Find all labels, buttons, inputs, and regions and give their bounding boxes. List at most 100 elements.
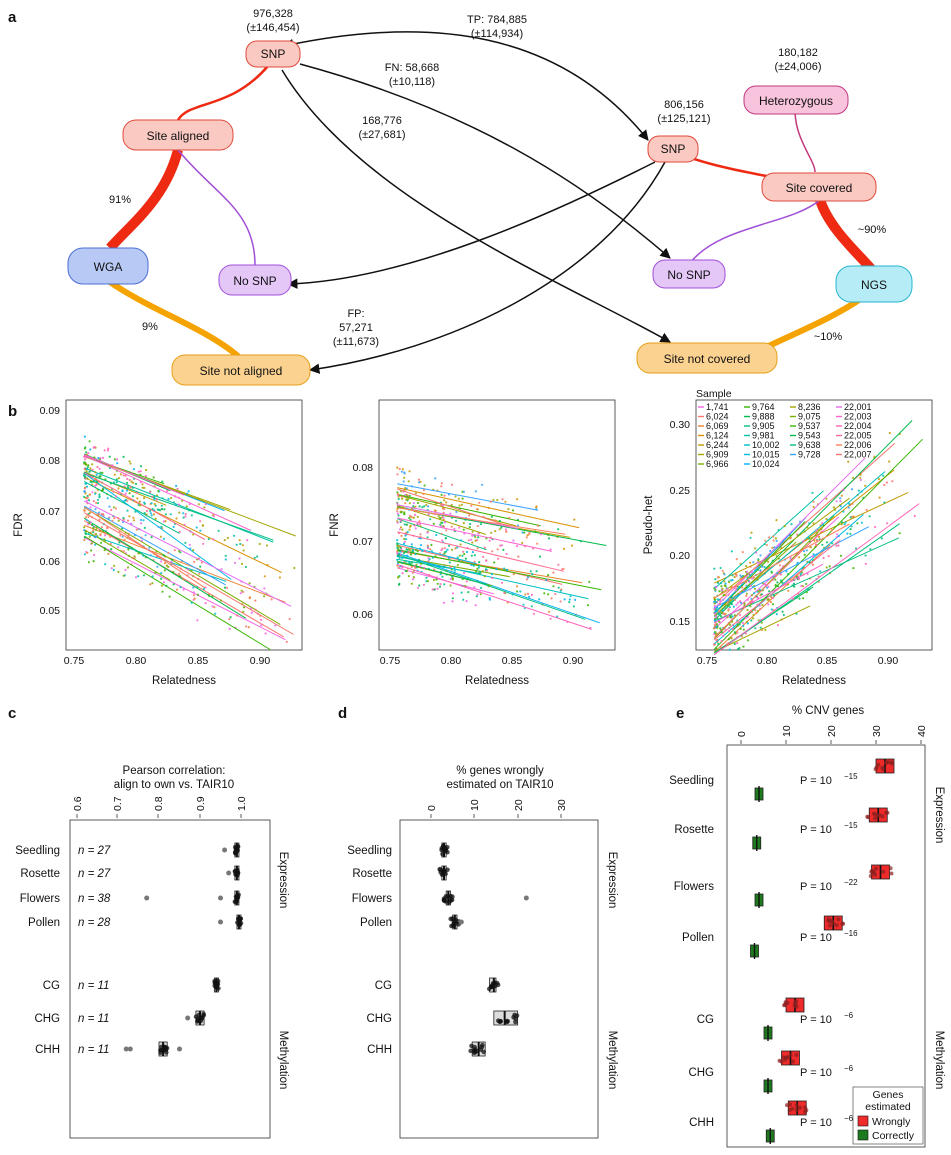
b-point (408, 470, 411, 473)
node-no-snp-left: No SNP (218, 264, 292, 296)
b-point (507, 508, 510, 511)
c-point (195, 1019, 200, 1024)
e-row-label: Seedling (669, 775, 714, 787)
c-point (201, 1011, 206, 1017)
b-point (886, 522, 889, 525)
b-point (741, 621, 745, 625)
b-point (805, 582, 808, 586)
b-fit-line (83, 505, 227, 586)
b2-ytick: 0.08 (353, 462, 374, 474)
b-point (498, 528, 501, 531)
b-point (401, 528, 404, 531)
b-point (160, 577, 163, 580)
b-point (400, 470, 403, 473)
b-point (396, 543, 399, 546)
b-point (450, 483, 454, 486)
b-point (749, 561, 752, 564)
b-point (476, 508, 479, 511)
b-point (713, 567, 716, 570)
b-point (563, 547, 566, 551)
b-point (129, 462, 132, 465)
b-point (723, 573, 726, 576)
c-title-2: align to own vs. TAIR10 (114, 779, 234, 791)
node-site-aligned: Site aligned (122, 119, 234, 151)
b-point (806, 526, 809, 529)
b-point (174, 495, 177, 498)
b-point (803, 553, 806, 557)
b-point (800, 585, 803, 588)
b-point (739, 600, 742, 603)
b-point (782, 613, 785, 617)
b-point (401, 495, 404, 498)
b-point (722, 612, 725, 615)
b-point (419, 533, 422, 536)
node-no-snp-right-label: No SNP (667, 268, 710, 282)
e-tick-label: 40 (916, 725, 928, 737)
b-legend-item: 22,004 (844, 421, 872, 431)
b-point (396, 546, 399, 550)
b-point (401, 561, 404, 564)
d-row-label: CHG (366, 1013, 392, 1025)
e-tick-label: 10 (781, 725, 793, 737)
b-point (714, 578, 717, 581)
b-point (207, 537, 210, 541)
b-point (86, 496, 89, 499)
b-point (770, 608, 773, 611)
b-point (549, 548, 552, 551)
b-point (819, 570, 822, 573)
b-point (396, 558, 399, 561)
b-point (170, 560, 173, 563)
b-point (852, 567, 855, 570)
b-point (293, 566, 296, 570)
b-point (93, 553, 96, 557)
b-point (574, 598, 577, 602)
b-point (562, 567, 565, 570)
b-point (732, 605, 736, 608)
e-p-value: P = 10 (800, 824, 832, 836)
e-point-wrongly (889, 871, 894, 876)
b-point (401, 550, 404, 553)
b-point (445, 501, 448, 504)
b-point (399, 526, 403, 529)
b-point (552, 585, 555, 588)
node-snp-left: SNP (245, 40, 301, 68)
b-point (193, 560, 196, 564)
b-point (150, 536, 153, 539)
b-point (198, 572, 201, 575)
e-p-value: P = 10 (800, 881, 832, 893)
b-fit-line (397, 553, 586, 620)
panel-a-label: a (8, 9, 17, 26)
b-point (449, 565, 452, 569)
b-point (752, 617, 755, 620)
b-point (774, 578, 777, 581)
b-point (830, 529, 834, 532)
e-group-methylation: Methylation (933, 1031, 945, 1090)
b-point (443, 583, 446, 586)
b-point (718, 590, 721, 593)
b-point (143, 511, 146, 515)
b-point (438, 585, 442, 588)
b-point (412, 516, 415, 519)
b-point (880, 537, 883, 540)
b-fit-line (83, 512, 294, 635)
b-point (757, 589, 760, 593)
b-point (239, 592, 242, 595)
e-frame (726, 744, 926, 1148)
b-point (103, 449, 106, 452)
c-n-label: n = 11 (78, 1044, 109, 1056)
b-point (722, 594, 725, 597)
b-point (256, 555, 259, 558)
b-point (431, 588, 434, 591)
b-point (264, 632, 267, 635)
b-fit-line (397, 487, 580, 529)
b-point (419, 565, 422, 568)
node-wga-label: WGA (94, 260, 123, 274)
b-point (84, 532, 87, 536)
b-point (228, 618, 231, 621)
b-point (426, 580, 430, 583)
b-point (148, 546, 151, 549)
b-point (771, 603, 775, 606)
b-point (433, 568, 436, 571)
b-point (260, 624, 263, 627)
c-point (234, 847, 239, 853)
